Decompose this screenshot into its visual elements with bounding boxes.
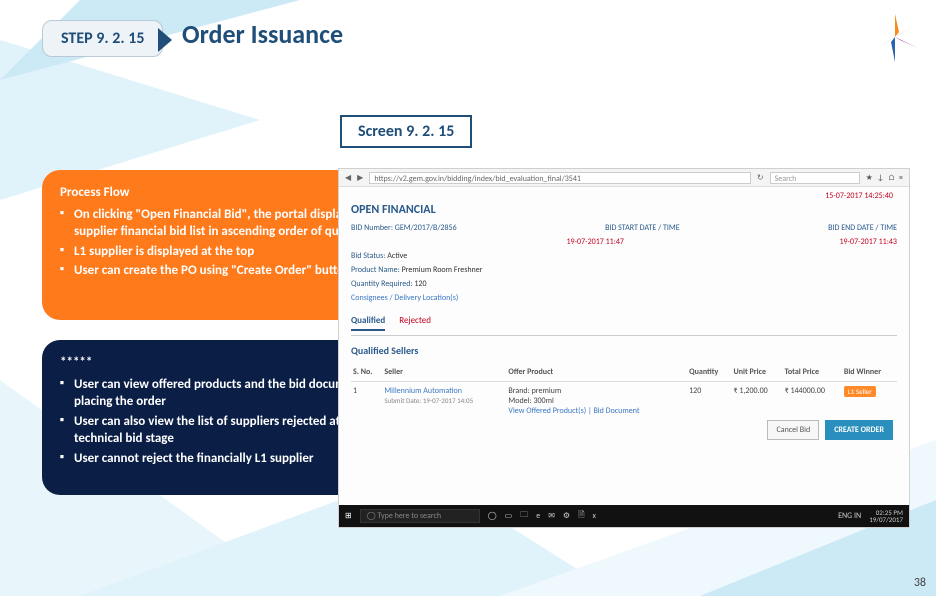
qualified-sellers-title: Qualified Sellers bbox=[351, 344, 897, 357]
seller-tabs: Qualified Rejected bbox=[351, 315, 897, 336]
cell-sno: 1 bbox=[351, 382, 382, 421]
cell-qty: 120 bbox=[687, 382, 731, 421]
screen-label: Screen 9. 2. 15 bbox=[340, 115, 472, 148]
cell-unit-price: ₹ 1,200.00 bbox=[731, 382, 782, 421]
sellers-table: S. No. Seller Offer Product Quantity Uni… bbox=[351, 363, 897, 420]
quantity-required: Quantity Required: 120 bbox=[351, 279, 897, 289]
th-total: Total Price bbox=[783, 363, 842, 382]
view-offered-link[interactable]: View Offered Product(s) | Bid Document bbox=[508, 406, 639, 416]
home-icon[interactable]: ⌂ bbox=[888, 173, 895, 183]
bookmark-icon[interactable]: ★ bbox=[866, 173, 873, 183]
taskbar-icon[interactable]: ✉ bbox=[548, 511, 555, 521]
taskbar-icon[interactable]: x bbox=[593, 511, 596, 521]
l1-badge: L1 Seller bbox=[844, 386, 876, 397]
page-number: 38 bbox=[914, 576, 926, 590]
th-seller: Seller bbox=[382, 363, 506, 382]
bid-number: BID Number: GEM/2017/B/2856 bbox=[351, 223, 457, 233]
back-icon[interactable]: ◀ bbox=[345, 173, 351, 183]
taskbar-clock[interactable]: 02:25 PM19/07/2017 bbox=[869, 509, 903, 523]
taskbar-icon[interactable]: ◯ bbox=[488, 511, 497, 521]
taskbar-icon[interactable]: 🗎 bbox=[578, 509, 584, 523]
bid-end-label: BID END DATE / TIME bbox=[828, 223, 897, 233]
consignees-link[interactable]: Consignees / Delivery Location(s) bbox=[351, 293, 897, 303]
th-winner: Bid Winner bbox=[842, 363, 897, 382]
embedded-screenshot: ◀ ▶ https://v2.gem.gov.in/bidding/index/… bbox=[338, 168, 910, 528]
download-icon[interactable]: ↓ bbox=[877, 173, 884, 183]
taskbar-icon[interactable]: ⚙ bbox=[563, 511, 570, 521]
forward-icon[interactable]: ▶ bbox=[357, 173, 363, 183]
step-arrow-icon bbox=[158, 28, 172, 52]
th-unit: Unit Price bbox=[731, 363, 782, 382]
table-row: 1 Millennium Automation Submit Date: 19-… bbox=[351, 382, 897, 421]
timestamp-top: 15-07-2017 14:25:40 bbox=[825, 191, 893, 201]
cell-total-price: ₹ 144000.00 bbox=[783, 382, 842, 421]
tab-qualified[interactable]: Qualified bbox=[351, 315, 385, 331]
th-offer: Offer Product bbox=[506, 363, 687, 382]
refresh-icon[interactable]: ↻ bbox=[757, 173, 764, 183]
open-financial-heading: OPEN FINANCIAL bbox=[351, 203, 897, 217]
windows-taskbar: ⊞ ◯ Type here to search ◯ ▭ 🗀 e ✉ ⚙ 🗎 x … bbox=[339, 505, 909, 527]
step-label: STEP 9. 2. 15 bbox=[42, 20, 163, 57]
seller-link[interactable]: Millennium Automation bbox=[384, 386, 462, 396]
taskbar-icon[interactable]: ▭ bbox=[505, 511, 513, 521]
start-icon[interactable]: ⊞ bbox=[345, 511, 352, 521]
page-title: Order Issuance bbox=[182, 18, 343, 50]
cell-seller: Millennium Automation Submit Date: 19-07… bbox=[382, 382, 506, 421]
cancel-bid-button[interactable]: Cancel Bid bbox=[767, 420, 819, 440]
browser-search[interactable]: Search bbox=[770, 172, 860, 184]
url-box[interactable]: https://v2.gem.gov.in/bidding/index/bid_… bbox=[369, 172, 751, 184]
bid-start-time: 19-07-2017 11:47 bbox=[566, 237, 624, 247]
th-qty: Quantity bbox=[687, 363, 731, 382]
tab-rejected[interactable]: Rejected bbox=[399, 315, 431, 331]
cell-offer: Brand: premium Model: 300ml View Offered… bbox=[506, 382, 687, 421]
taskbar-icon[interactable]: 🗀 bbox=[520, 509, 528, 523]
submit-date: Submit Date: 19-07-2017 14:05 bbox=[384, 396, 473, 405]
cell-winner: L1 Seller bbox=[842, 382, 897, 421]
star-logo-icon bbox=[868, 10, 922, 64]
taskbar-lang[interactable]: ENG IN bbox=[838, 511, 861, 521]
taskbar-search[interactable]: ◯ Type here to search bbox=[360, 509, 480, 523]
bid-status: Bid Status: Active bbox=[351, 251, 897, 261]
th-sno: S. No. bbox=[351, 363, 382, 382]
menu-icon[interactable]: ≡ bbox=[899, 173, 903, 183]
bid-end-time: 19-07-2017 11:43 bbox=[839, 237, 897, 247]
taskbar-icon[interactable]: e bbox=[536, 511, 540, 521]
browser-bar: ◀ ▶ https://v2.gem.gov.in/bidding/index/… bbox=[339, 169, 909, 187]
create-order-button[interactable]: CREATE ORDER bbox=[825, 420, 893, 440]
product-name: Product Name: Premium Room Freshner bbox=[351, 265, 897, 275]
bid-start-label: BID START DATE / TIME bbox=[605, 223, 680, 233]
